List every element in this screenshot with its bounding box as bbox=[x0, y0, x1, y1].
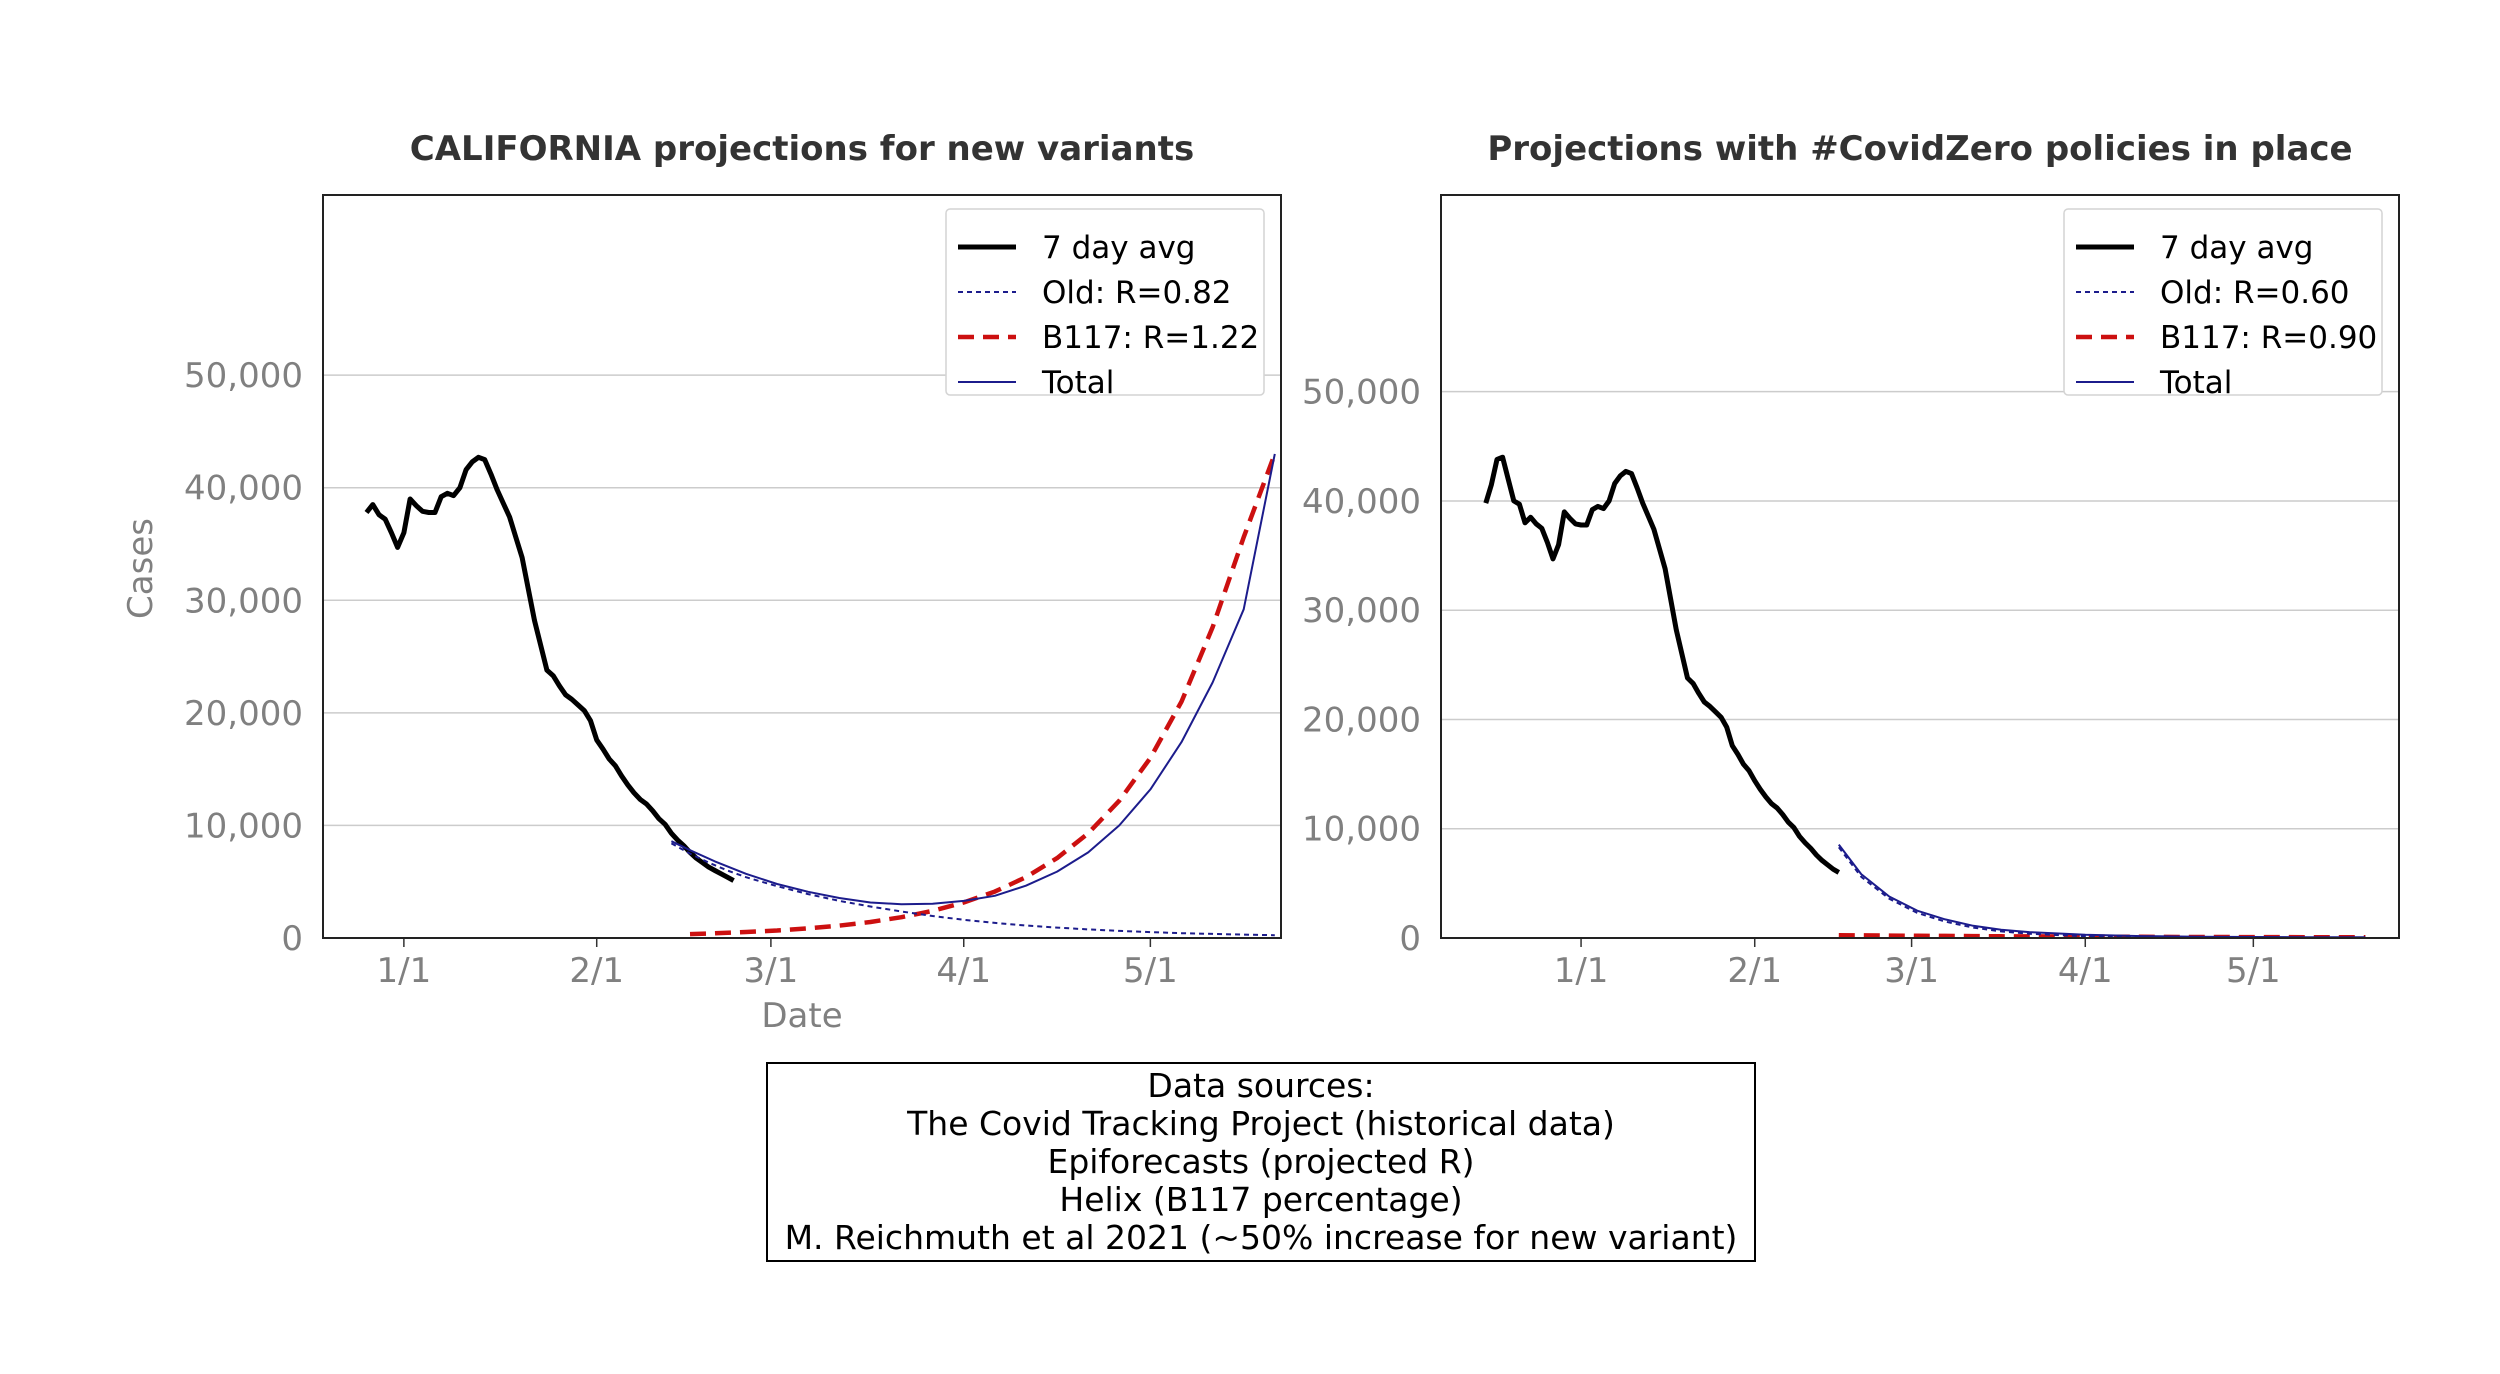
x-tick-label: 2/1 bbox=[569, 951, 624, 991]
x-tick-label: 1/1 bbox=[1554, 951, 1609, 991]
plot-frame bbox=[1440, 194, 2400, 939]
y-tick-label: 20,000 bbox=[1302, 700, 1421, 740]
legend-box bbox=[2063, 208, 2383, 396]
legend-label: 7 day avg bbox=[2160, 230, 2313, 266]
legend-box bbox=[945, 208, 1265, 396]
y-tick-label: 10,000 bbox=[184, 806, 303, 846]
chart-right: Projections with #CovidZero policies in … bbox=[1302, 129, 2400, 991]
legend: 7 day avg Old: R=0.60 B117: R=0.90 Total bbox=[2063, 208, 2383, 401]
data-source-line: M. Reichmuth et al 2021 (~50% increase f… bbox=[784, 1218, 1738, 1257]
x-tick-label: 5/1 bbox=[1123, 951, 1178, 991]
x-axis-label: Date bbox=[761, 996, 842, 1036]
y-tick-label: 20,000 bbox=[184, 694, 303, 734]
chart-left: CALIFORNIA projections for new variants 0… bbox=[121, 129, 1282, 1036]
data-sources-box: Data sources: The Covid Tracking Project… bbox=[766, 1062, 1756, 1262]
y-tick-label: 50,000 bbox=[184, 356, 303, 396]
data-source-line: The Covid Tracking Project (historical d… bbox=[907, 1104, 1615, 1143]
y-tick-label: 0 bbox=[1399, 919, 1421, 959]
legend-label: Total bbox=[2159, 365, 2232, 401]
legend-label: B117: R=1.22 bbox=[1042, 320, 1259, 356]
series-line-total bbox=[1838, 843, 2366, 938]
data-sources-title: Data sources: bbox=[1147, 1066, 1375, 1105]
plot-frame bbox=[322, 194, 1282, 939]
x-tick-label: 5/1 bbox=[2226, 951, 2281, 991]
y-axis-label: Cases bbox=[121, 518, 161, 619]
series-line-7-day-avg bbox=[1483, 454, 1841, 875]
y-tick-label: 0 bbox=[281, 919, 303, 959]
x-tick-label: 3/1 bbox=[1884, 951, 1939, 991]
data-source-line: Epiforecasts (projected R) bbox=[1047, 1142, 1475, 1181]
y-tick-label: 50,000 bbox=[1302, 373, 1421, 413]
plot-area bbox=[364, 453, 1277, 937]
y-tick-label: 10,000 bbox=[1302, 810, 1421, 850]
legend-label: B117: R=0.90 bbox=[2160, 320, 2377, 356]
y-tick-label: 30,000 bbox=[184, 581, 303, 621]
legend: 7 day avg Old: R=0.82 B117: R=1.22 Total bbox=[945, 208, 1265, 401]
y-tick-label: 40,000 bbox=[184, 469, 303, 509]
chart-title: CALIFORNIA projections for new variants bbox=[410, 129, 1194, 169]
x-tick-label: 4/1 bbox=[2058, 951, 2113, 991]
legend-label: Total bbox=[1041, 365, 1114, 401]
series-line-old-r-0-82 bbox=[670, 842, 1275, 937]
y-tick-label: 30,000 bbox=[1302, 591, 1421, 631]
series-line-total bbox=[670, 453, 1276, 906]
x-tick-label: 1/1 bbox=[377, 951, 432, 991]
legend-label: Old: R=0.82 bbox=[1042, 275, 1232, 311]
plot-area bbox=[1483, 454, 2366, 938]
series-line-b117-r-1-22 bbox=[689, 453, 1277, 937]
chart-title: Projections with #CovidZero policies in … bbox=[1487, 129, 2352, 169]
x-tick-label: 2/1 bbox=[1727, 951, 1782, 991]
legend-label: Old: R=0.60 bbox=[2160, 275, 2350, 311]
x-tick-label: 4/1 bbox=[936, 951, 991, 991]
y-tick-label: 40,000 bbox=[1302, 482, 1421, 522]
legend-label: 7 day avg bbox=[1042, 230, 1195, 266]
x-tick-label: 3/1 bbox=[744, 951, 799, 991]
series-line-old-r-0-60 bbox=[1838, 846, 2366, 938]
data-source-line: Helix (B117 percentage) bbox=[1059, 1180, 1463, 1219]
series-line-7-day-avg bbox=[364, 454, 735, 883]
